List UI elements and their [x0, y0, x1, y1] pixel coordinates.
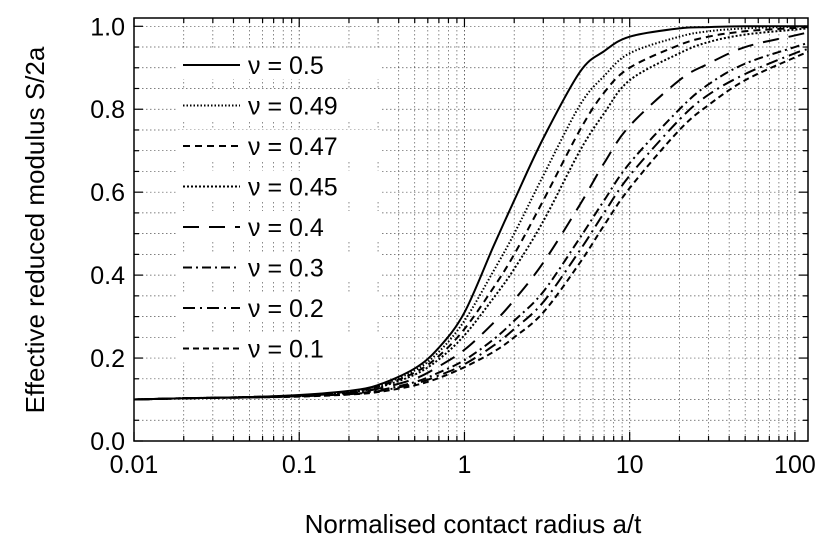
series-line-6: [134, 41, 808, 401]
legend-label: ν = 0.2: [248, 295, 324, 323]
axes: [133, 17, 809, 442]
legend-entry-bg: [178, 251, 382, 282]
legend-label: ν = 0.3: [248, 255, 324, 283]
legend-label: ν = 0.1: [248, 336, 324, 364]
series-line-7: [134, 48, 808, 401]
legend-label: ν = 0.4: [248, 214, 324, 242]
legend-label: ν = 0.5: [248, 52, 324, 80]
x-tick-label: 10: [616, 451, 644, 479]
legend-entry-bg: [178, 332, 382, 363]
series-lines: [134, 25, 808, 401]
tick-marks: 0.01 0.1 1 10 100 0.0 0.2 0.4 0.6 0.8 1.0: [90, 13, 816, 479]
y-tick-label: 0.2: [90, 345, 125, 373]
y-tick-label: 0.6: [90, 179, 125, 207]
y-tick-label: 1.0: [90, 13, 125, 41]
x-tick-label: 0.1: [282, 451, 317, 479]
y-tick-label: 0.0: [90, 428, 125, 456]
series-line-8: [134, 51, 808, 401]
legend-label: ν = 0.45: [248, 174, 338, 202]
legend-label: ν = 0.47: [248, 133, 338, 161]
plot-frame: [133, 17, 809, 442]
legend: ν = 0.5 ν = 0.49 ν = 0.47 ν = 0.45 ν = 0.4 ν …: [178, 49, 382, 364]
y-tick-label: 0.4: [90, 262, 125, 290]
x-tick-label: 100: [774, 451, 816, 479]
x-axis-title: Normalised contact radius a/t: [305, 509, 642, 539]
y-axis-title: Effective reduced modulus S/2a: [20, 46, 50, 413]
x-tick-label: 1: [458, 451, 472, 479]
x-tick-label: 0.01: [110, 451, 159, 479]
legend-label: ν = 0.49: [248, 93, 338, 121]
y-tick-label: 0.8: [90, 96, 125, 124]
series-line-3: [134, 26, 808, 401]
